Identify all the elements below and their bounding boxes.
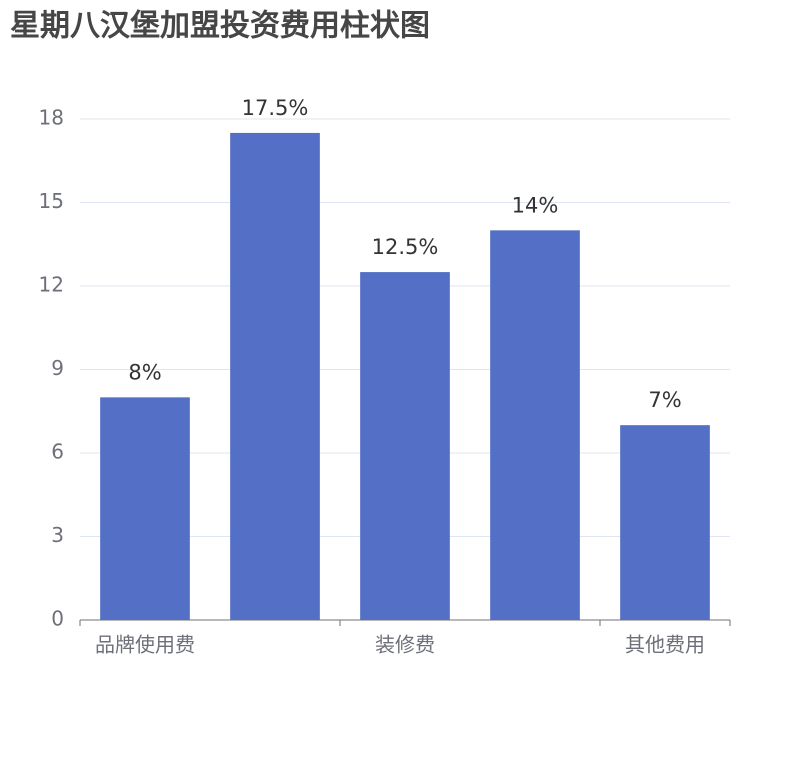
y-tick-label: 18 bbox=[39, 106, 64, 130]
bar bbox=[100, 397, 190, 620]
y-tick-label: 15 bbox=[39, 189, 64, 213]
bar bbox=[360, 272, 450, 620]
value-label: 7% bbox=[648, 388, 681, 412]
value-label: 12.5% bbox=[372, 235, 439, 259]
bar bbox=[490, 230, 580, 621]
bar bbox=[230, 132, 320, 620]
chart-title: 星期八汉堡加盟投资费用柱状图 bbox=[10, 9, 430, 44]
value-label: 14% bbox=[512, 193, 559, 217]
value-label: 8% bbox=[128, 360, 161, 384]
x-tick-label: 其他费用 bbox=[625, 633, 705, 657]
y-tick-label: 0 bbox=[51, 607, 64, 631]
bar bbox=[620, 425, 710, 620]
y-tick-label: 12 bbox=[39, 273, 64, 297]
y-tick-label: 3 bbox=[51, 523, 64, 547]
x-tick-label: 品牌使用费 bbox=[95, 633, 195, 657]
y-tick-label: 6 bbox=[51, 440, 64, 464]
y-tick-label: 9 bbox=[51, 356, 64, 380]
x-tick-label: 装修费 bbox=[375, 633, 435, 657]
value-label: 17.5% bbox=[242, 96, 309, 120]
